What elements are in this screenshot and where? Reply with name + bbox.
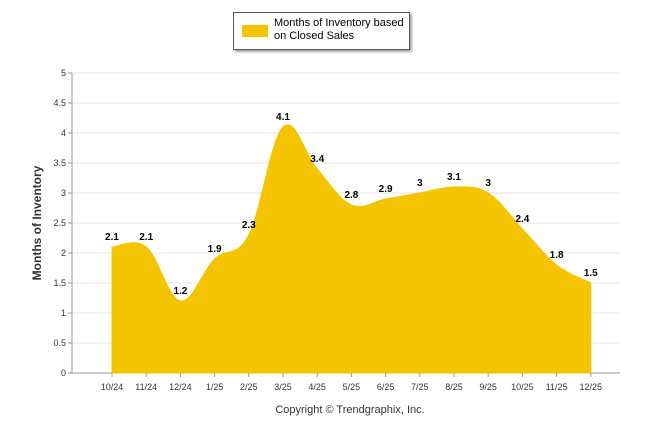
y-tick-label: 2 <box>61 248 66 258</box>
y-tick-label: 2.5 <box>53 218 66 228</box>
data-label: 2.1 <box>105 232 119 243</box>
x-tick-label: 9/25 <box>479 382 497 392</box>
x-tick-label: 5/25 <box>343 382 361 392</box>
data-labels: 2.1 2.1 1.2 1.9 2.3 4.1 3.4 2.8 2.9 3 3.1 3 2.4 1.8 1.… <box>105 112 598 297</box>
area-series <box>111 124 592 374</box>
x-tick-label: 12/25 <box>580 382 603 392</box>
x-tick-label: 11/25 <box>546 382 568 392</box>
data-label: 1.9 <box>208 244 222 255</box>
copyright-text: Copyright © Trendgraphix, Inc. <box>275 404 424 416</box>
data-label: 2.9 <box>379 184 393 195</box>
legend-label: Months of Inventory based on Closed Sale… <box>274 17 404 42</box>
y-tick-label: 1.5 <box>53 278 66 288</box>
data-label: 2.4 <box>515 214 529 225</box>
y-tick-label: 5 <box>61 68 66 78</box>
data-label: 1.8 <box>550 250 564 261</box>
x-axis-ticks: 10/24 11/24 12/24 1/25 2/25 3/25 4/25 5/25 6/25 7… <box>101 373 602 392</box>
data-label: 1.5 <box>584 268 598 279</box>
data-label: 3.1 <box>447 172 461 183</box>
y-tick-label: 3.5 <box>53 158 66 168</box>
y-tick-label: 4 <box>61 128 66 138</box>
data-label: 3.4 <box>310 154 324 165</box>
x-tick-label: 2/25 <box>240 382 258 392</box>
x-tick-label: 4/25 <box>308 382 326 392</box>
legend[interactable]: Months of Inventory based on Closed Sale… <box>233 12 410 50</box>
data-label: 4.1 <box>276 112 290 123</box>
data-label: 2.1 <box>139 232 153 243</box>
data-label: 1.2 <box>173 286 187 297</box>
x-tick-label: 11/24 <box>135 382 157 392</box>
y-tick-label: 1 <box>61 308 66 318</box>
x-tick-label: 1/25 <box>206 382 224 392</box>
x-tick-label: 7/25 <box>411 382 429 392</box>
data-label: 3 <box>417 178 423 189</box>
x-tick-label: 8/25 <box>445 382 463 392</box>
y-tick-label: 0.5 <box>53 338 66 348</box>
data-label: 3 <box>485 178 491 189</box>
y-tick-label: 0 <box>61 368 66 378</box>
x-tick-label: 10/24 <box>101 382 124 392</box>
x-tick-label: 12/24 <box>169 382 192 392</box>
y-axis-title: Months of Inventory <box>30 165 44 280</box>
data-label: 2.8 <box>344 190 358 201</box>
y-axis-ticks: 0 0.5 1 1.5 2 2.5 3 3.5 4 4.5 5 <box>53 68 72 378</box>
x-tick-label: 3/25 <box>274 382 292 392</box>
data-label: 2.3 <box>242 220 256 231</box>
y-tick-label: 3 <box>61 188 66 198</box>
legend-swatch <box>242 25 268 37</box>
x-tick-label: 6/25 <box>377 382 395 392</box>
y-tick-label: 4.5 <box>53 98 66 108</box>
x-tick-label: 10/25 <box>511 382 534 392</box>
